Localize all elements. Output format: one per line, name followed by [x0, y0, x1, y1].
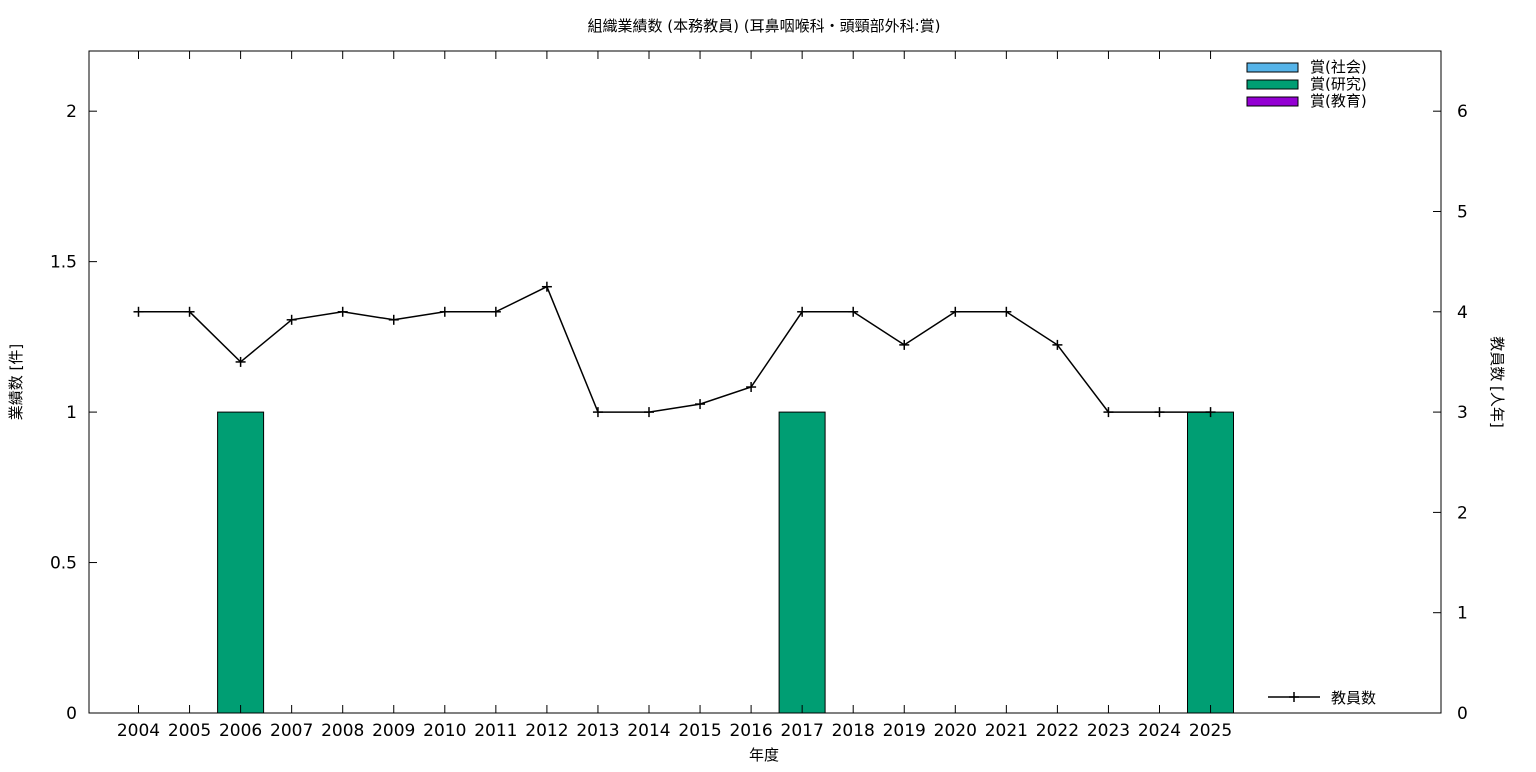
bars-layer [217, 411, 1234, 714]
x-tick-label: 2004 [117, 721, 160, 741]
x-tick-label: 2016 [729, 721, 772, 741]
x-tick-label: 2019 [883, 721, 926, 741]
y2-tick-label: 2 [1457, 503, 1468, 523]
y-tick-label: 1.5 [50, 253, 77, 273]
ticks-layer: 2004 2005 2006 2007 2008 2009 2010 2011 2012 2013… [50, 51, 1468, 741]
legend-swatch [1246, 62, 1299, 73]
line-point-2020 [950, 306, 961, 317]
legend-item-bar-1: 賞(研究) [1246, 75, 1367, 93]
x-tick-label: 2014 [627, 721, 670, 741]
line-point-2005 [184, 306, 195, 317]
x-tick-label: 2015 [678, 721, 721, 741]
line-point-2018 [848, 306, 859, 317]
line-point-2013 [592, 407, 603, 418]
legend-label: 教員数 [1331, 689, 1376, 707]
y2-tick-label: 3 [1457, 403, 1468, 423]
line-layer [133, 281, 1216, 418]
line-point-2014 [644, 407, 654, 418]
x-tick-label: 2012 [525, 721, 568, 741]
x-tick-label: 2007 [270, 721, 313, 741]
plot-frame [88, 50, 1442, 714]
y-tick-label: 0 [66, 704, 77, 724]
y2-tick-label: 0 [1457, 704, 1468, 724]
x-tick-label: 2013 [576, 721, 619, 741]
y2-tick-label: 5 [1457, 202, 1468, 222]
bar-2016-series-1 [778, 411, 826, 714]
legend-label: 賞(研究) [1310, 75, 1367, 93]
x-tick-label: 2018 [832, 721, 875, 741]
legend-item-bar-2: 賞(教育) [1246, 92, 1367, 110]
line-point-2008 [337, 306, 348, 317]
line-point-2012 [541, 281, 552, 292]
y-tick-label: 1 [66, 403, 77, 423]
x-tick-label: 2023 [1087, 721, 1130, 741]
line-point-2006 [235, 356, 246, 367]
line-point-2009 [388, 314, 399, 325]
x-tick-label: 2022 [1036, 721, 1079, 741]
x-tick-label: 2024 [1138, 721, 1181, 741]
legend: 賞(社会)賞(研究)賞(教育) 教員数 [1246, 58, 1376, 707]
line-point-2011 [490, 306, 501, 317]
line-point-2015 [695, 399, 706, 410]
legend-swatch [1246, 79, 1299, 90]
legend-swatch [1246, 96, 1299, 107]
chart-title: 組織業績数 (本務教員) (耳鼻咽喉科・頭頸部外科:賞) [587, 17, 940, 35]
legend-item-line: 教員数 [1268, 689, 1376, 707]
line-faculty-count [138, 285, 1211, 413]
line-point-2024 [1154, 407, 1165, 418]
line-point-2025 [1205, 407, 1216, 418]
x-tick-label: 2025 [1189, 721, 1232, 741]
x-tick-label: 2009 [372, 721, 415, 741]
bar-2024-series-1 [1187, 411, 1234, 714]
line-point-2023 [1103, 407, 1114, 418]
line-point-2019 [899, 339, 910, 350]
line-point-2021 [1001, 306, 1012, 317]
y-tick-label: 0.5 [50, 554, 77, 574]
line-point-2004 [133, 306, 144, 317]
legend-label: 賞(社会) [1310, 58, 1367, 76]
x-tick-label: 2008 [321, 721, 364, 741]
line-point-2022 [1052, 339, 1063, 350]
y2-tick-label: 1 [1457, 604, 1468, 624]
x-tick-label: 2006 [219, 721, 262, 741]
y2-tick-label: 6 [1457, 102, 1468, 122]
line-point-2016 [746, 382, 757, 393]
bar-2005-series-1 [217, 411, 265, 714]
line-point-2007 [286, 314, 297, 325]
x-tick-label: 2021 [985, 721, 1028, 741]
legend-label: 賞(教育) [1310, 92, 1367, 110]
y2-tick-label: 4 [1457, 303, 1468, 323]
line-point-2010 [439, 306, 450, 317]
x-tick-label: 2005 [168, 721, 211, 741]
x-tick-label: 2020 [934, 721, 977, 741]
y2-axis-title: 教員数 [人年] [1488, 336, 1506, 427]
legend-item-bar-0: 賞(社会) [1246, 58, 1367, 76]
line-point-2017 [797, 306, 808, 317]
x-tick-label: 2011 [474, 721, 517, 741]
x-tick-label: 2017 [781, 721, 824, 741]
x-axis-title: 年度 [749, 746, 779, 764]
y-axis-title: 業績数 [件] [7, 344, 25, 420]
x-tick-label: 2010 [423, 721, 466, 741]
y-tick-label: 2 [66, 102, 77, 122]
